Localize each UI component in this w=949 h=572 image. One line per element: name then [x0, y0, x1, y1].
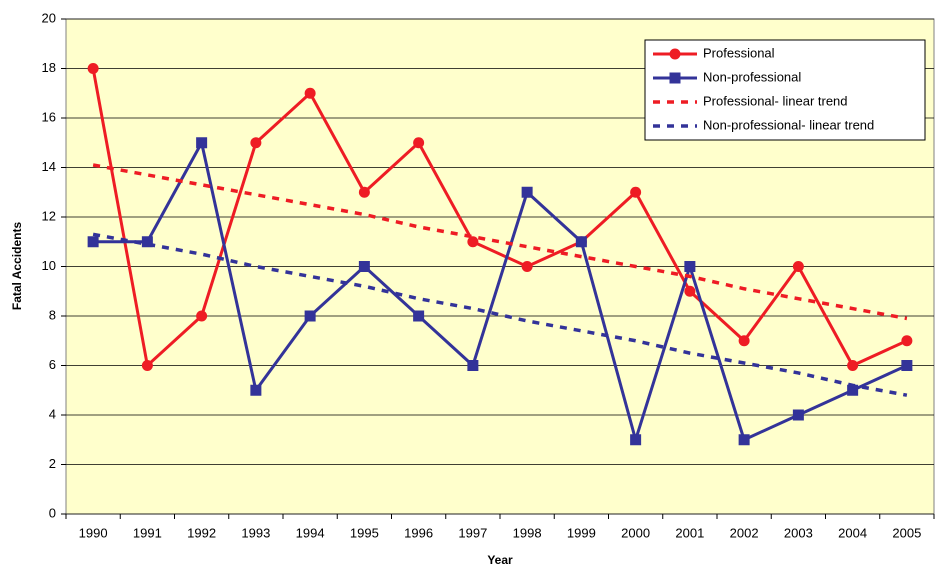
point — [467, 360, 479, 371]
point — [358, 186, 370, 198]
x-tick-label: 2000 — [621, 525, 650, 540]
trend-line — [92, 163, 908, 321]
point — [575, 236, 587, 248]
point — [141, 236, 153, 248]
point — [521, 261, 533, 272]
y-tick-label: 14 — [42, 159, 56, 174]
point — [792, 261, 804, 272]
point — [684, 285, 696, 297]
x-tick-label: 1999 — [567, 525, 596, 540]
legend-label: Non-professional — [703, 69, 801, 84]
series-line — [93, 138, 908, 446]
point — [847, 360, 859, 371]
y-tick-label: 8 — [49, 307, 56, 322]
x-tick-label: 1994 — [296, 525, 325, 540]
x-tick-label: 2002 — [730, 525, 759, 540]
y-tick-label: 6 — [49, 357, 56, 372]
point — [630, 434, 642, 446]
x-tick-label: 2004 — [838, 525, 867, 540]
point — [901, 360, 913, 371]
x-tick-label: 1995 — [350, 525, 379, 540]
y-axis-label: Fatal Accidents — [10, 222, 24, 311]
point — [738, 335, 750, 347]
point — [792, 409, 804, 421]
y-tick-label: 20 — [42, 10, 56, 25]
point — [87, 63, 99, 74]
point — [901, 335, 913, 347]
series-line — [91, 68, 908, 369]
point — [250, 137, 262, 149]
point — [358, 261, 370, 272]
point — [250, 384, 262, 396]
point — [521, 186, 533, 198]
y-tick-label: 16 — [42, 109, 56, 124]
point — [467, 236, 479, 248]
x-tick-label: 1990 — [79, 525, 108, 540]
x-tick-label: 1991 — [133, 525, 162, 540]
y-tick-label: 18 — [42, 60, 56, 75]
y-tick-label: 0 — [49, 505, 56, 520]
point — [141, 360, 153, 371]
point — [196, 137, 208, 149]
point — [684, 261, 696, 272]
legend-label: Professional- linear trend — [703, 93, 848, 108]
y-tick-label: 2 — [49, 456, 56, 471]
legend-label: Professional — [703, 45, 775, 60]
x-tick-label: 1998 — [513, 525, 542, 540]
x-tick-label: 1997 — [458, 525, 487, 540]
point — [738, 434, 750, 446]
y-tick-label: 4 — [49, 406, 56, 421]
legend-label: Non-professional- linear trend — [703, 117, 874, 132]
legend-marker — [669, 72, 681, 84]
point — [87, 236, 99, 248]
point — [413, 310, 425, 322]
x-tick-label: 1992 — [187, 525, 216, 540]
legend — [644, 39, 926, 141]
legend-marker — [669, 48, 681, 60]
x-tick-label: 1993 — [241, 525, 270, 540]
x-tick-label: 1996 — [404, 525, 433, 540]
y-tick-label: 12 — [42, 208, 56, 223]
point — [413, 137, 425, 149]
x-tick-label: 2005 — [892, 525, 921, 540]
point — [304, 87, 316, 99]
point — [196, 310, 208, 322]
y-tick-label: 10 — [42, 258, 56, 273]
trend-line — [92, 232, 908, 397]
point — [630, 186, 642, 198]
x-tick-label: 2003 — [784, 525, 813, 540]
x-axis-label: Year — [487, 553, 513, 567]
x-tick-label: 2001 — [675, 525, 704, 540]
point — [847, 384, 859, 396]
point — [304, 310, 316, 322]
